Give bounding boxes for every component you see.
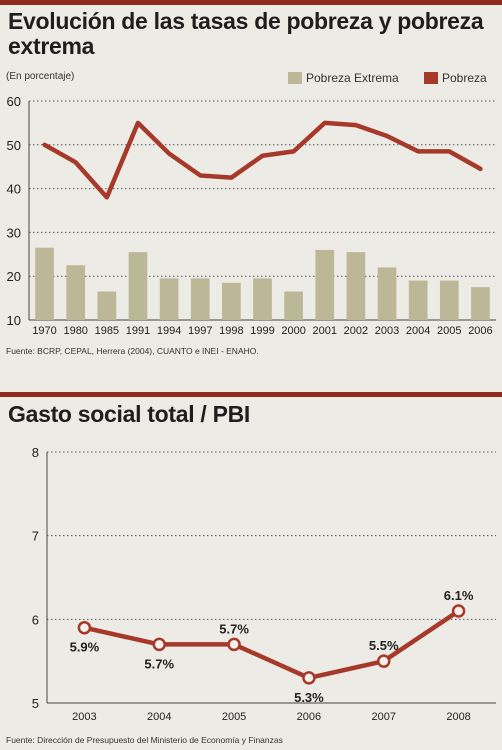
poverty-chart-source: Fuente: BCRP, CEPAL, Herrera (2004), CUA… [6,346,259,356]
panel-top-rule [0,0,502,5]
bar-pobreza-extrema [253,278,272,320]
x-tick-label: 1985 [95,325,119,337]
data-label: 5.3% [294,690,324,705]
y-tick-label: 6 [32,612,39,627]
y-tick-label: 5 [32,696,39,711]
bar-pobreza-extrema [190,278,210,320]
social-spending-chart-plot: 5 6 7 8 5.9% 5.7% 5.7% 5.3% 5.5% 6.1% 2003 2004 2005… [32,445,496,723]
line-gasto-social [83,609,460,681]
y-tick-label: 40 [7,182,21,197]
y-tick-label: 10 [7,313,21,328]
bar-pobreza-extrema [471,287,490,320]
bar-pobreza-extrema [97,291,117,320]
y-tick-label: 7 [32,529,39,544]
x-tick-label: 2005 [437,325,461,337]
social-spending-chart-panel: Gasto social total / PBI 5 6 7 8 5.9% 5.7% 5.7… [0,392,502,750]
x-tick-label: 2006 [297,711,321,723]
legend-label-pobreza: Pobreza [442,71,487,85]
x-tick-label: 2002 [344,325,368,337]
legend-swatch-pobreza [424,72,438,84]
x-tick-label: 1980 [63,325,87,337]
legend-item-pobreza-extrema: Pobreza Extrema [288,71,399,85]
data-point-marker [302,671,316,685]
x-tick-label: 2007 [372,711,396,723]
data-label: 5.5% [369,638,399,653]
x-tick-label: 1997 [188,325,212,337]
bar-pobreza-extrema [439,280,459,320]
legend-item-pobreza: Pobreza [424,71,487,85]
data-point-marker [152,637,166,652]
legend-swatch-pobreza-extrema [288,72,302,84]
poverty-chart-subtitle: (En porcentaje) [6,71,75,82]
data-label: 5.7% [219,621,249,636]
bar-pobreza-extrema [159,278,179,320]
x-tick-label: 1999 [250,325,274,337]
y-tick-label: 20 [7,269,21,284]
bar-pobreza-extrema [346,252,366,320]
panel-top-rule [0,392,502,397]
bar-pobreza-extrema [315,249,335,320]
bar-pobreza-extrema [222,282,241,320]
bar-pobreza-extrema [66,265,86,320]
x-tick-label: 2006 [468,325,492,337]
poverty-chart-plot: 10 20 30 40 50 60 1970 1980 1985 1991 1994 1997 1998… [7,94,496,337]
data-label: 5.9% [70,640,100,655]
x-tick-label: 1970 [32,325,56,337]
data-label: 6.1% [444,588,474,603]
data-point-marker [227,637,241,652]
y-tick-label: 50 [7,138,21,153]
x-tick-label: 2008 [446,711,470,723]
bar-pobreza-extrema [284,291,303,320]
x-tick-label: 2003 [375,325,399,337]
bar-pobreza-extrema [128,252,148,320]
y-tick-label: 60 [7,94,21,109]
x-tick-label: 1998 [219,325,243,337]
y-tick-label: 8 [32,445,39,460]
y-tick-label: 30 [7,225,21,240]
social-spending-chart-source: Fuente: Dirección de Presupuesto del Min… [6,735,283,745]
data-point-marker [451,604,466,618]
legend-label-pobreza-extrema: Pobreza Extrema [306,71,399,85]
data-point-marker [77,620,92,635]
x-tick-label: 2001 [313,325,337,337]
bar-pobreza-extrema [377,267,397,320]
x-tick-label: 1991 [126,325,150,337]
bar-pobreza-extrema [35,247,54,320]
data-point-marker [377,654,391,668]
poverty-chart-title: Evolución de las tasas de pobreza y pobr… [8,8,484,59]
x-tick-label: 1994 [157,325,181,337]
x-tick-label: 2004 [406,325,430,337]
x-tick-label: 2000 [281,325,305,337]
x-tick-label: 2003 [72,711,96,723]
poverty-chart-panel: Evolución de las tasas de pobreza y pobr… [0,0,502,372]
bar-pobreza-extrema [408,280,428,320]
x-tick-label: 2004 [147,711,171,723]
data-label: 5.7% [144,656,174,671]
social-spending-chart-title: Gasto social total / PBI [8,401,251,427]
line-pobreza [42,120,483,200]
x-tick-label: 2005 [222,711,246,723]
